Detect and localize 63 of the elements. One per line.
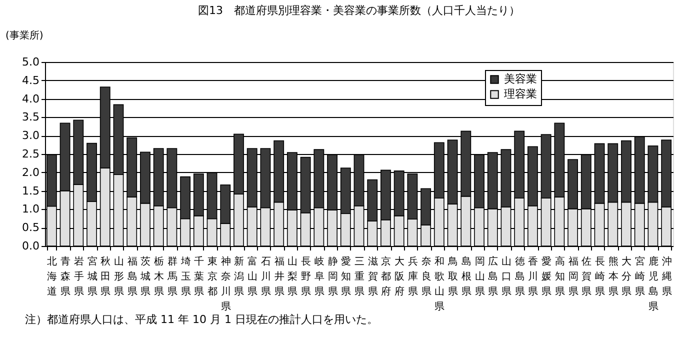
x-tick-label: 山形県 xyxy=(114,256,124,298)
x-tick-label: 鳥取県 xyxy=(447,256,458,298)
x-tick-label: 静岡県 xyxy=(328,256,338,298)
x-tick-label: 島根県 xyxy=(461,256,472,298)
chart-title: 図13 都道府県別理容業・美容業の事業所数（人口千人当たり） xyxy=(198,4,520,17)
x-tick-label: 和歌山県 xyxy=(434,256,445,312)
x-tick-label: 長崎県 xyxy=(595,256,606,298)
x-tick-label: 新潟県 xyxy=(234,256,244,298)
y-tick-label: 1.0 xyxy=(22,202,40,216)
y-tick-label: 3.0 xyxy=(22,129,40,142)
x-tick-label: 長野県 xyxy=(301,256,312,298)
x-tick-label: 愛媛県 xyxy=(542,256,552,298)
text: 注）都道府県人口は、平成 11 年 10 月 1 日現在の推計人口を用いた。 xyxy=(25,313,378,326)
x-tick-label: 香川県 xyxy=(528,256,538,298)
legend-label: 理容業 xyxy=(504,88,537,100)
x-tick-label: 福島県 xyxy=(127,256,138,298)
x-tick-label: 岩手県 xyxy=(74,256,84,298)
x-tick-label: 岐阜県 xyxy=(314,256,324,298)
y-tick-label: 5.0 xyxy=(22,56,40,68)
legend-label: 美容業 xyxy=(504,72,537,86)
x-tick-label: 青森県 xyxy=(60,256,71,298)
x-tick-label: 広島県 xyxy=(488,256,498,298)
x-tick-label: 福岡県 xyxy=(568,256,578,298)
x-tick-label: 大分県 xyxy=(622,256,632,298)
x-tick-label: 宮城県 xyxy=(86,256,98,298)
y-tick-label: 4.5 xyxy=(22,74,40,87)
x-tick-label: 鹿児島県 xyxy=(648,256,658,312)
y-tick-label: 4.0 xyxy=(22,92,40,106)
x-tick-label: 宮崎県 xyxy=(635,256,646,298)
x-tick-label: 高知県 xyxy=(554,256,565,298)
x-tick-label: 奈良県 xyxy=(421,256,432,298)
x-tick-label: 滋賀県 xyxy=(368,256,378,298)
x-tick-label: 三重県 xyxy=(354,256,364,298)
y-tick-label: 2.5 xyxy=(22,148,40,160)
x-tick-label: 兵庫県 xyxy=(408,256,418,298)
x-tick-label: 大阪府 xyxy=(394,256,405,298)
y-axis-title: (事業所) xyxy=(6,30,44,42)
y-tick-label: 0.0 xyxy=(22,240,40,252)
x-tick-label: 千葉県 xyxy=(194,256,204,298)
x-tick-label: 岡山県 xyxy=(474,256,485,298)
x-tick-label: 熊本県 xyxy=(608,256,618,298)
x-tick-label: 秋田県 xyxy=(100,256,111,298)
x-tick-label: 山口県 xyxy=(501,256,512,298)
y-tick-label: 2.0 xyxy=(22,166,40,179)
x-tick-label: 富山県 xyxy=(248,256,258,298)
x-tick-label: 徳島県 xyxy=(514,256,525,298)
x-tick-label: 埼玉県 xyxy=(180,256,191,298)
x-tick-label: 東京都 xyxy=(208,256,218,298)
x-tick-label: 北海道 xyxy=(47,256,58,298)
x-tick-label: 栃木県 xyxy=(154,256,164,298)
x-tick-label: 石川県 xyxy=(260,256,271,298)
x-tick-label: 茨城県 xyxy=(140,256,151,298)
y-tick-label: 0.5 xyxy=(22,221,40,234)
y-tick-label: 1.5 xyxy=(22,184,40,198)
x-tick-label: 群馬県 xyxy=(166,256,178,298)
x-tick-label: 佐賀県 xyxy=(582,256,592,298)
x-tick-label: 神奈川県 xyxy=(220,256,231,312)
x-tick-label: 山梨県 xyxy=(288,256,298,298)
x-tick-label: 福井県 xyxy=(274,256,284,298)
x-tick-label: 京都府 xyxy=(381,256,392,298)
x-tick-label: 沖縄県 xyxy=(660,256,672,298)
x-tick-label: 愛知県 xyxy=(341,256,352,298)
y-tick-label: 3.5 xyxy=(22,110,40,124)
